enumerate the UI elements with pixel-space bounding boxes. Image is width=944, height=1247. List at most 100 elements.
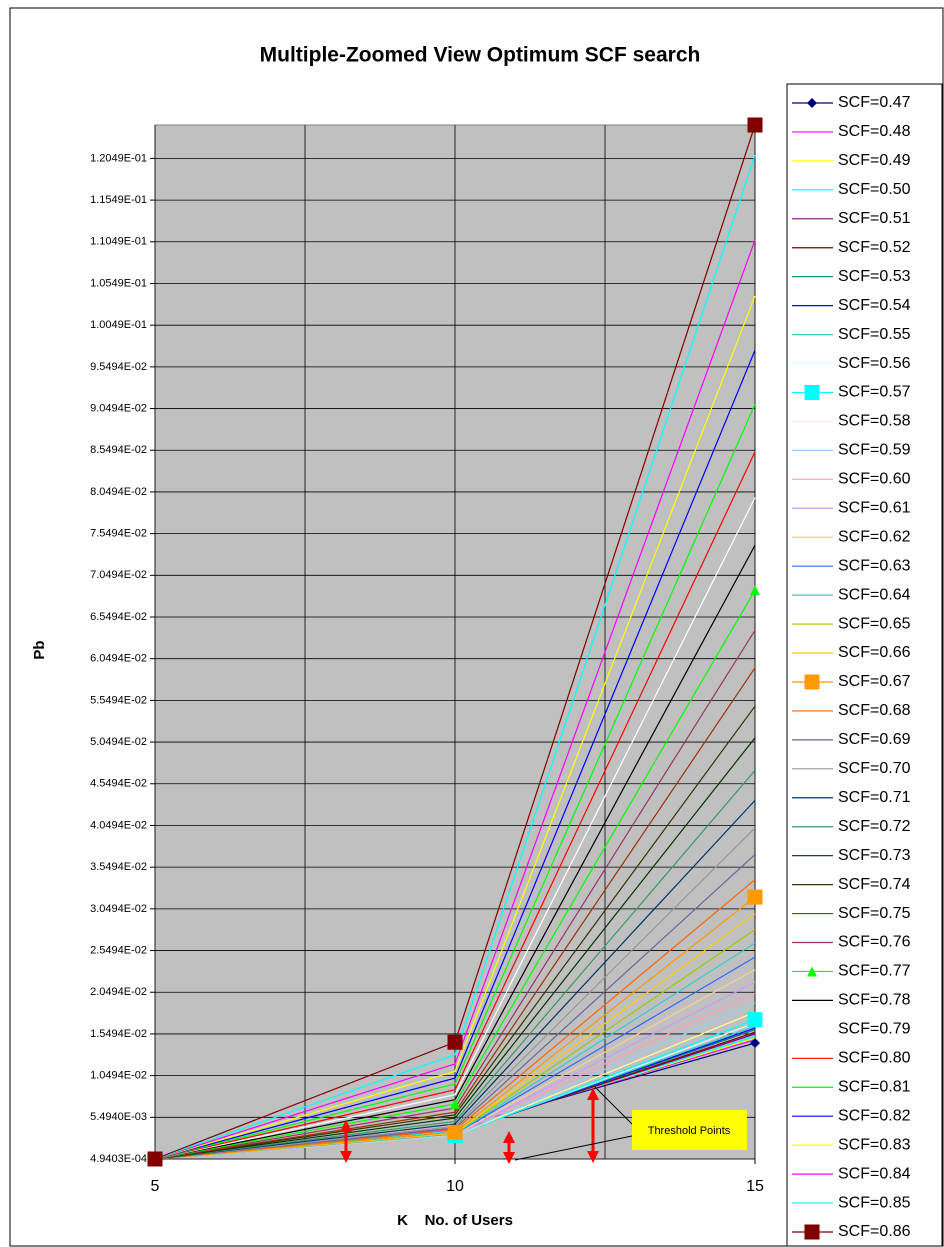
legend-label: SCF=0.78 <box>838 992 911 1009</box>
legend <box>786 83 943 1247</box>
legend-label: SCF=0.81 <box>838 1078 911 1095</box>
legend-label: SCF=0.49 <box>838 152 911 169</box>
legend-label: SCF=0.69 <box>838 731 911 748</box>
y-tick-label: 2.0494E-02 <box>90 986 147 998</box>
series-line <box>154 404 756 1160</box>
y-tick-label: 4.9403E-04 <box>90 1153 147 1165</box>
x-tick-label: 10 <box>446 1178 464 1195</box>
marker <box>807 966 817 977</box>
x-tick-label: 15 <box>746 1178 764 1195</box>
legend-label: SCF=0.51 <box>838 210 911 227</box>
series-line <box>154 705 756 1160</box>
legend-label: SCF=0.79 <box>838 1021 911 1038</box>
marker <box>450 1098 460 1109</box>
marker <box>147 1151 163 1167</box>
legend-label: SCF=0.83 <box>838 1136 911 1153</box>
y-tick-label: 1.2049E-01 <box>90 152 147 164</box>
legend-label: SCF=0.73 <box>838 847 911 864</box>
y-tick-label: 1.0049E-01 <box>90 319 147 331</box>
y-tick-label: 6.0494E-02 <box>90 653 147 665</box>
y-axis-label: Pb <box>31 640 48 659</box>
marker <box>750 1038 760 1049</box>
marker <box>447 1034 463 1050</box>
legend-label: SCF=0.58 <box>838 413 911 430</box>
legend-label: SCF=0.53 <box>838 268 911 285</box>
marker <box>804 674 820 690</box>
marker <box>447 1124 463 1140</box>
chart-title: Multiple-Zoomed View Optimum SCF search <box>260 44 701 67</box>
series-line <box>154 451 756 1160</box>
legend-label: SCF=0.74 <box>838 876 911 893</box>
legend-label: SCF=0.72 <box>838 818 911 835</box>
series-line <box>154 239 756 1160</box>
legend-label: SCF=0.70 <box>838 760 911 777</box>
marker <box>747 1012 763 1028</box>
legend-label: SCF=0.52 <box>838 239 911 256</box>
legend-label: SCF=0.47 <box>838 94 911 111</box>
callout-line <box>594 1086 633 1125</box>
legend-label: SCF=0.84 <box>838 1165 911 1182</box>
y-tick-label: 1.0494E-02 <box>90 1070 147 1082</box>
y-tick-label: 5.0494E-02 <box>90 736 147 748</box>
x-tick-label: 5 <box>151 1178 160 1195</box>
threshold-arrows <box>340 1088 599 1164</box>
y-tick-label: 7.0494E-02 <box>90 569 147 581</box>
series-markers <box>147 117 763 1167</box>
callout-line <box>514 1135 633 1161</box>
legend-label: SCF=0.61 <box>838 500 911 517</box>
callout-text: Threshold Points <box>648 1125 731 1137</box>
legend-label: SCF=0.80 <box>838 1050 911 1067</box>
legend-label: SCF=0.56 <box>838 355 911 372</box>
legend-label: SCF=0.66 <box>838 644 911 661</box>
legend-label: SCF=0.62 <box>838 528 911 545</box>
legend-label: SCF=0.68 <box>838 702 911 719</box>
marker <box>747 889 763 905</box>
series-line <box>154 737 756 1160</box>
legend-label: SCF=0.86 <box>838 1223 911 1240</box>
series-line <box>154 349 756 1160</box>
series-line <box>154 295 756 1160</box>
legend-label: SCF=0.50 <box>838 181 911 198</box>
y-tick-label: 5.4940E-03 <box>90 1111 147 1123</box>
series-line <box>154 667 756 1160</box>
legend-label: SCF=0.48 <box>838 123 911 140</box>
y-tick-label: 9.0494E-02 <box>90 402 147 414</box>
marker <box>750 585 760 596</box>
series-line <box>154 154 756 1160</box>
y-tick-label: 3.5494E-02 <box>90 861 147 873</box>
y-tick-label: 9.5494E-02 <box>90 361 147 373</box>
y-tick-label: 3.0494E-02 <box>90 903 147 915</box>
legend-label: SCF=0.85 <box>838 1194 911 1211</box>
legend-label: SCF=0.65 <box>838 615 911 632</box>
y-tick-label: 1.1549E-01 <box>90 194 147 206</box>
legend-label: SCF=0.63 <box>838 557 911 574</box>
y-tick-label: 6.5494E-02 <box>90 611 147 623</box>
marker <box>804 1224 820 1240</box>
legend-label: SCF=0.71 <box>838 789 911 806</box>
y-tick-label: 1.1049E-01 <box>90 236 147 248</box>
y-tick-label: 4.0494E-02 <box>90 819 147 831</box>
y-tick-label: 8.0494E-02 <box>90 486 147 498</box>
legend-label: SCF=0.59 <box>838 442 911 459</box>
y-tick-label: 1.5494E-02 <box>90 1028 147 1040</box>
y-tick-label: 2.5494E-02 <box>90 944 147 956</box>
series-line <box>154 769 756 1160</box>
y-tick-label: 5.5494E-02 <box>90 694 147 706</box>
y-tick-label: 8.5494E-02 <box>90 444 147 456</box>
x-axis-label: K No. of Users <box>397 1212 513 1229</box>
marker <box>804 384 820 400</box>
series-line <box>154 497 756 1160</box>
marker <box>747 117 763 133</box>
y-tick-label: 4.5494E-02 <box>90 778 147 790</box>
legend-label: SCF=0.76 <box>838 934 911 951</box>
legend-label: SCF=0.60 <box>838 471 911 488</box>
legend-label: SCF=0.82 <box>838 1107 911 1124</box>
callout-box <box>632 1110 747 1150</box>
legend-label: SCF=0.75 <box>838 905 911 922</box>
legend-label: SCF=0.64 <box>838 586 911 603</box>
y-tick-label: 7.5494E-02 <box>90 528 147 540</box>
legend-label: SCF=0.54 <box>838 297 911 314</box>
marker <box>807 98 817 108</box>
